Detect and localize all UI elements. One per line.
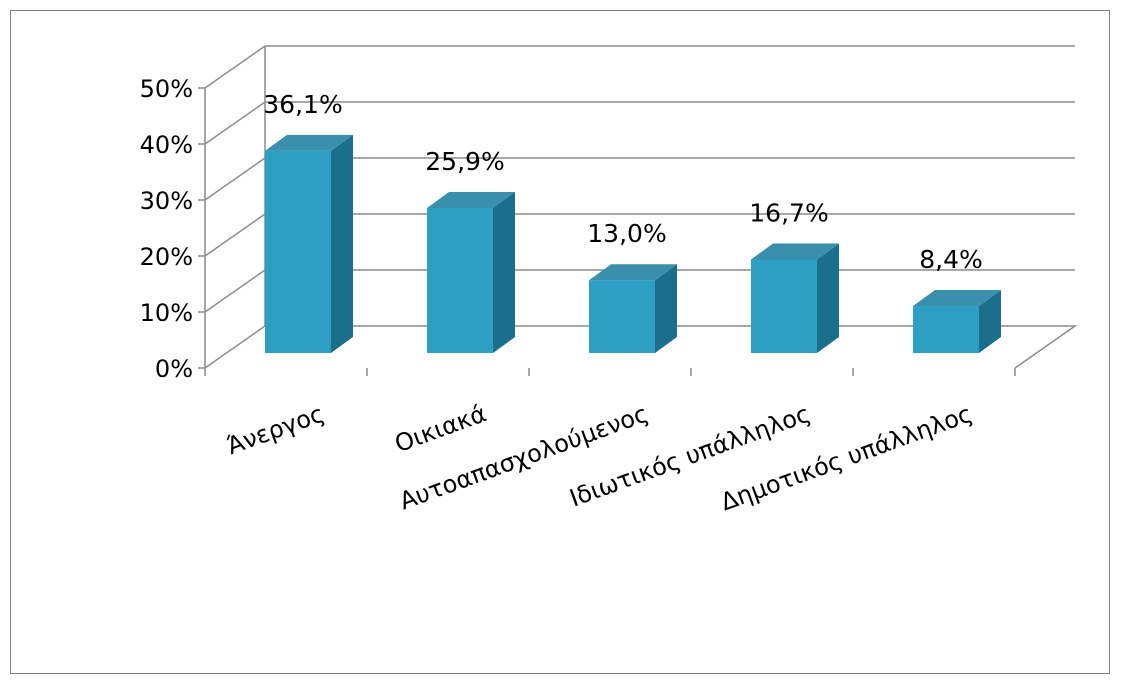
bar-front [589, 280, 655, 353]
bar [913, 289, 1001, 353]
y-tick-label: 40% [140, 131, 193, 159]
bar-side [493, 191, 515, 353]
gridline [204, 45, 1075, 89]
bar-top [265, 134, 353, 151]
category-labels: Άνεργος ΟικιακάΑυτοαπασχολούμενοςΙδιωτικό… [223, 399, 976, 516]
data-label: 13,0% [587, 219, 666, 248]
bar-front [427, 207, 493, 353]
bar [265, 134, 353, 353]
bar-front [751, 259, 817, 353]
y-axis-ticks: 0% 10% 20% 30% 40% 50% [140, 75, 1016, 383]
bar-side [331, 134, 353, 353]
bar-front [913, 305, 979, 353]
bar [589, 264, 677, 353]
data-label: 36,1% [263, 90, 342, 119]
bar-top [913, 289, 1001, 306]
category-label: Οικιακά [391, 399, 490, 458]
bar-top [589, 264, 677, 281]
gridline [204, 101, 1075, 145]
y-tick-label: 50% [140, 75, 193, 103]
bar-top [427, 191, 515, 208]
category-label: Άνεργος [223, 399, 328, 460]
bar-front [265, 150, 331, 353]
y-tick-label: 20% [140, 243, 193, 271]
data-label: 8,4% [919, 245, 983, 274]
bar [751, 243, 839, 353]
bar-side [817, 243, 839, 353]
bars [265, 134, 1001, 353]
bar [427, 191, 515, 353]
y-tick-label: 10% [140, 299, 193, 327]
data-labels: 36,1% 25,9% 13,0% 16,7% 8,4% [263, 90, 982, 274]
bar-side [979, 289, 1001, 353]
data-label: 25,9% [425, 147, 504, 176]
y-tick-label: 0% [155, 355, 193, 383]
bar-top [751, 243, 839, 260]
y-tick-label: 30% [140, 187, 193, 215]
data-label: 16,7% [749, 198, 828, 227]
bar-side [655, 264, 677, 353]
